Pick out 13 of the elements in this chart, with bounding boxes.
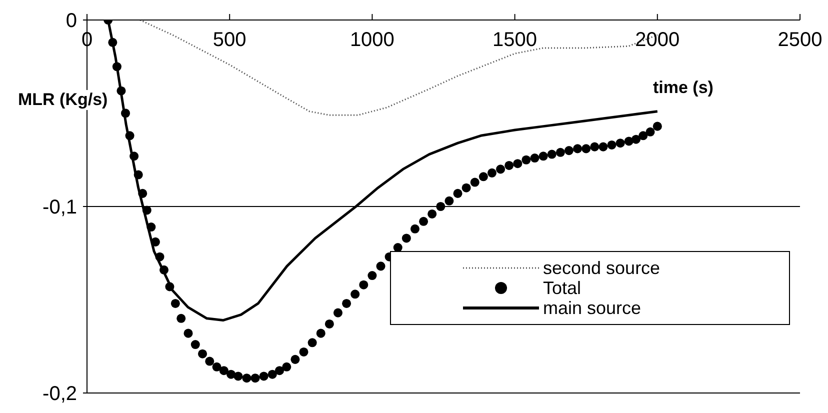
x-tick-label: 1500	[492, 29, 538, 51]
y-tick-label: -0,1	[42, 196, 77, 219]
x-tick-label: 2000	[635, 29, 680, 51]
y-axis-title: MLR (Kg/s)	[18, 90, 108, 110]
annotation: time (s)	[653, 78, 714, 98]
legend-label: Total	[543, 278, 582, 298]
y-tick-label: -0,2	[42, 383, 77, 406]
y-tick-label: 0	[66, 10, 77, 32]
legend-label: main source	[543, 298, 642, 318]
legend-label: second source	[543, 258, 660, 278]
x-tick-label: 1000	[350, 29, 394, 51]
x-tick-label: 500	[212, 29, 246, 51]
x-tick-label: 2500	[778, 29, 822, 51]
